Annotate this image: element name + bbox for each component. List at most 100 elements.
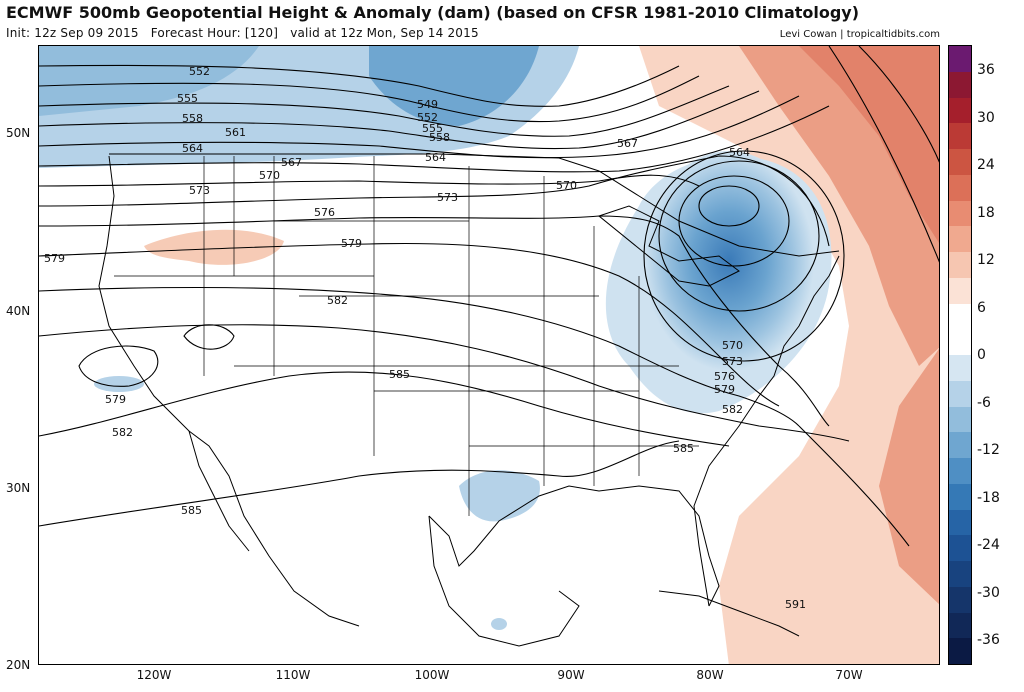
colorbar-tick-label: 24 bbox=[977, 157, 995, 173]
init-time: Init: 12z Sep 09 2015 bbox=[6, 26, 139, 40]
contour-label: 567 bbox=[281, 156, 302, 169]
contour-label: 579 bbox=[714, 383, 735, 396]
forecast-info: Init: 12z Sep 09 2015 Forecast Hour: [12… bbox=[6, 26, 479, 40]
positive-anomaly-atlantic bbox=[879, 348, 939, 605]
negative-anomaly-nw-core bbox=[369, 46, 539, 126]
contour-label: 564 bbox=[729, 146, 750, 159]
valid-time: valid at 12z Mon, Sep 14 2015 bbox=[290, 26, 479, 40]
colorbar-segment bbox=[949, 174, 971, 201]
colorbar-tick-label: 6 bbox=[977, 299, 986, 316]
colorbar-tick-label: -18 bbox=[977, 489, 1000, 506]
negative-anomaly-sw bbox=[94, 376, 144, 392]
contour-label: 552 bbox=[417, 111, 438, 124]
contour-label: 582 bbox=[327, 294, 348, 307]
colorbar-segment bbox=[949, 612, 971, 639]
colorbar-segment bbox=[949, 97, 971, 124]
colorbar-segment bbox=[949, 200, 971, 227]
lon-label: 80W bbox=[696, 668, 724, 682]
colorbar-tick-label: -30 bbox=[977, 584, 1000, 601]
lat-label: 50N bbox=[6, 126, 31, 140]
lon-label: 100W bbox=[414, 668, 450, 682]
colorbar-segment bbox=[949, 432, 971, 458]
contour-label: 570 bbox=[556, 179, 577, 192]
map-canvas: 552 555 558 561 564 567 570 573 576 579 … bbox=[39, 46, 939, 664]
contour-label: 570 bbox=[259, 169, 280, 182]
colorbar-segment bbox=[949, 535, 971, 561]
colorbar-segment bbox=[949, 123, 971, 149]
colorbar-tick-label: -6 bbox=[977, 394, 991, 411]
contour-label: 555 bbox=[177, 92, 198, 105]
colorbar-segment bbox=[949, 46, 971, 72]
colorbar-segment bbox=[949, 355, 971, 381]
colorbar-tick-label: -36 bbox=[977, 632, 1000, 648]
colorbar-segment bbox=[949, 380, 971, 407]
colorbar-tick-label: -24 bbox=[977, 537, 1000, 553]
colorbar-tick-label: 36 bbox=[977, 62, 995, 78]
contour-label: 591 bbox=[785, 598, 806, 611]
contour-label: 582 bbox=[112, 426, 133, 439]
contour-labels: 552 555 558 561 564 567 570 573 576 579 … bbox=[44, 65, 806, 611]
contour-label: 555 bbox=[422, 122, 443, 135]
lat-label: 20N bbox=[6, 658, 31, 672]
positive-anomaly-strong bbox=[799, 46, 939, 243]
contour-label: 564 bbox=[182, 142, 203, 155]
colorbar-segment bbox=[949, 561, 971, 587]
colorbar-tick-label: 12 bbox=[977, 252, 995, 268]
contour-label: 558 bbox=[182, 112, 203, 125]
lat-label: 40N bbox=[6, 304, 31, 318]
contour-label: 567 bbox=[617, 137, 638, 150]
contour-label: 579 bbox=[105, 393, 126, 406]
contour-label: 579 bbox=[44, 252, 65, 265]
negative-anomaly-nw-west bbox=[39, 46, 259, 116]
colorbar-segment bbox=[949, 252, 971, 278]
weather-map: 552 555 558 561 564 567 570 573 576 579 … bbox=[38, 45, 940, 665]
colorbar-segment bbox=[949, 509, 971, 536]
lat-label: 30N bbox=[6, 481, 31, 495]
anomaly-colorbar bbox=[948, 45, 972, 665]
contour-label: 570 bbox=[722, 339, 743, 352]
negative-anomaly-gulf bbox=[459, 470, 540, 522]
colorbar-segment bbox=[949, 483, 971, 510]
negative-anomaly-caribbean bbox=[491, 618, 507, 630]
contour-label: 573 bbox=[722, 355, 743, 368]
contour-label: 549 bbox=[417, 98, 438, 111]
great-lakes bbox=[597, 205, 740, 287]
gulf-coast bbox=[428, 485, 720, 607]
colorbar-tick-label: -12 bbox=[977, 442, 1000, 458]
contour-label: 576 bbox=[714, 370, 735, 383]
colorbar-segment bbox=[949, 329, 971, 355]
colorbar-segment bbox=[949, 586, 971, 613]
colorbar-segment bbox=[949, 226, 971, 252]
baja bbox=[188, 430, 250, 552]
colorbar-tick-label: 0 bbox=[977, 347, 986, 363]
lon-label: 90W bbox=[557, 668, 585, 682]
contour-label: 552 bbox=[189, 65, 210, 78]
atlantic-coast bbox=[693, 255, 840, 607]
credit-label: Levi Cowan | tropicaltidbits.com bbox=[779, 29, 940, 40]
colorbar-segment bbox=[949, 458, 971, 484]
colorbar-segment bbox=[949, 149, 971, 175]
cuba bbox=[658, 590, 800, 637]
lon-label: 120W bbox=[136, 668, 172, 682]
colorbar-segment bbox=[949, 277, 971, 304]
state-borders bbox=[114, 156, 699, 516]
colorbar-segment bbox=[949, 71, 971, 98]
positive-anomaly-west bbox=[144, 229, 284, 265]
colorbar-segment bbox=[949, 303, 971, 330]
lon-label: 70W bbox=[835, 668, 863, 682]
colorbar-tick-label: 30 bbox=[977, 109, 995, 126]
contour-label: 558 bbox=[429, 131, 450, 144]
contour-label: 573 bbox=[437, 191, 458, 204]
contour-label: 585 bbox=[181, 504, 202, 517]
contour-label: 576 bbox=[314, 206, 335, 219]
height-contours bbox=[39, 46, 939, 547]
colorbar-segment bbox=[949, 638, 971, 664]
mexico-coast bbox=[428, 515, 580, 647]
contour-label: 579 bbox=[341, 237, 362, 250]
contour-label: 585 bbox=[389, 368, 410, 381]
contour-label: 564 bbox=[425, 151, 446, 164]
forecast-hour: Forecast Hour: [120] bbox=[150, 26, 279, 40]
contour-label: 573 bbox=[189, 184, 210, 197]
contour-label: 561 bbox=[225, 126, 246, 139]
colorbar-tick-label: 18 bbox=[977, 204, 995, 221]
